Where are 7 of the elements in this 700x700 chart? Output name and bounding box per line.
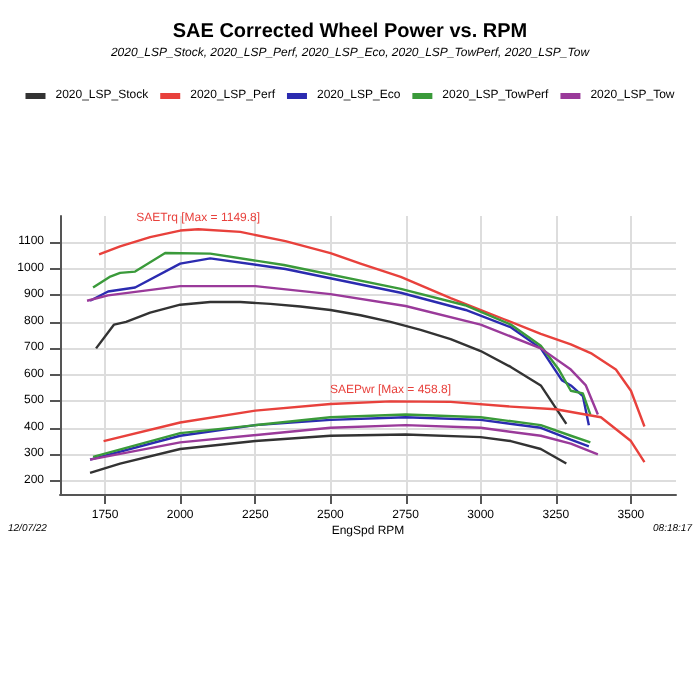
line-series (102, 400, 646, 464)
line-series (97, 228, 646, 428)
chart-title: SAE Corrected Wheel Power vs. RPM (172, 21, 528, 43)
line-series (88, 433, 568, 475)
line-series (85, 284, 600, 416)
line-series (88, 423, 600, 461)
line-series (94, 300, 568, 426)
